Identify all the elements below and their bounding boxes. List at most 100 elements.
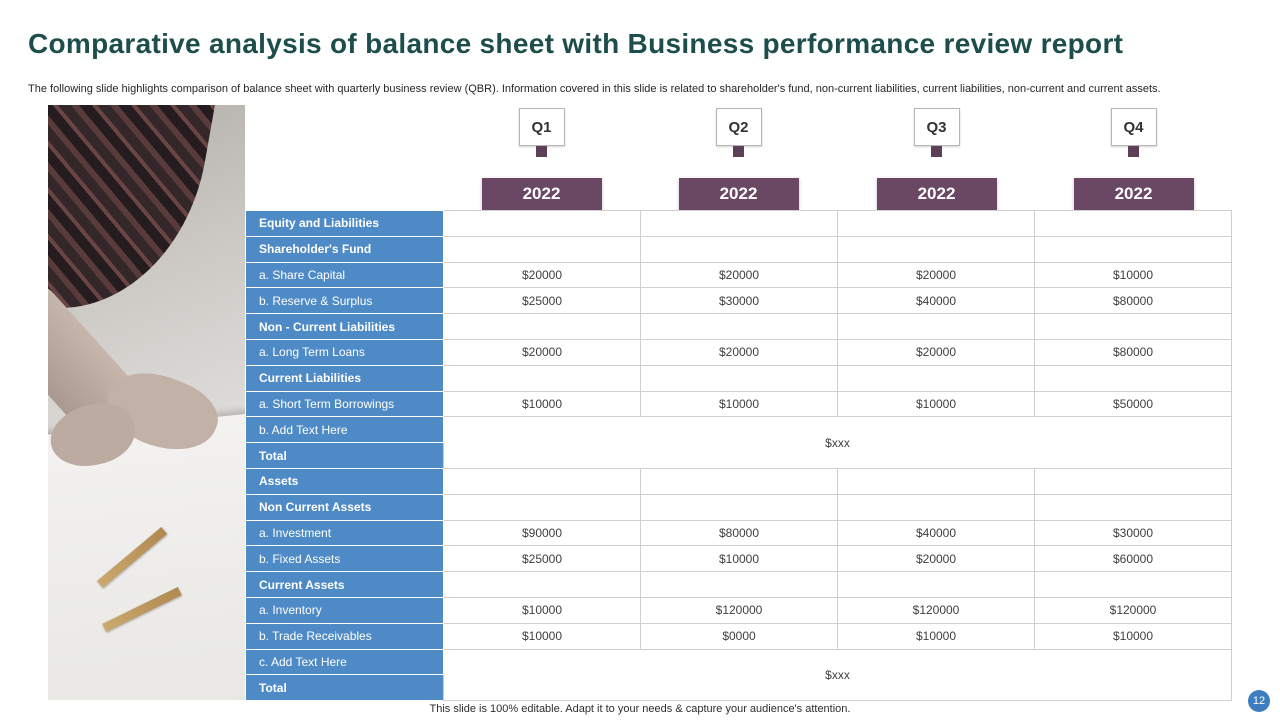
row-label: Equity and Liabilities <box>245 210 444 237</box>
quarter-label-q1: Q1 <box>518 108 565 146</box>
photo-shirt-shape <box>48 105 218 331</box>
value-cell <box>640 571 838 598</box>
page-title: Comparative analysis of balance sheet wi… <box>28 28 1124 59</box>
table-row: a. Short Term Borrowings $10000 $10000 $100… <box>245 390 1232 418</box>
year-banner-q1: 2022 <box>481 178 602 210</box>
value-cell: $10000 <box>1034 622 1232 650</box>
value-cell <box>837 467 1035 495</box>
value-cell: $120000 <box>1034 596 1232 624</box>
value-cell: $0000 <box>640 622 838 650</box>
slide-subtitle: The following slide highlights compariso… <box>28 83 1161 95</box>
value-cell <box>443 313 641 340</box>
connector-square-icon <box>733 146 744 157</box>
row-label: Assets <box>245 467 444 495</box>
quarter-label-q4: Q4 <box>1110 108 1157 146</box>
row-label: Shareholder's Fund <box>245 235 444 263</box>
value-cell: $50000 <box>1034 390 1232 418</box>
value-cell <box>640 313 838 340</box>
row-label: a. Short Term Borrowings <box>245 390 444 418</box>
quarter-label-q2: Q2 <box>715 108 762 146</box>
table-row: Current Liabilities <box>245 364 1232 392</box>
table-row: Total <box>245 442 1232 469</box>
page-number-badge: 12 <box>1248 690 1270 712</box>
value-cell <box>1034 364 1232 392</box>
merged-placeholder-cell: $xxx <box>443 416 1232 469</box>
value-cell: $40000 <box>837 519 1035 547</box>
value-cell: $60000 <box>1034 545 1232 573</box>
value-cell <box>640 467 838 495</box>
quarter-column-q4: Q4 2022 <box>1035 108 1232 210</box>
table-row: b. Fixed Assets $25000 $10000 $20000 $60000 <box>245 545 1232 573</box>
value-cell: $40000 <box>837 287 1035 315</box>
table-row: Non Current Assets <box>245 493 1232 521</box>
value-cell <box>837 364 1035 392</box>
row-label: b. Reserve & Surplus <box>245 287 444 315</box>
value-cell: $80000 <box>1034 338 1232 366</box>
quarter-column-q3: Q3 2022 <box>838 108 1035 210</box>
row-label: a. Share Capital <box>245 261 444 289</box>
merged-placeholder-cell: $xxx <box>443 648 1232 702</box>
table-row: b. Add Text Here $xxx <box>245 416 1232 469</box>
value-cell <box>1034 235 1232 263</box>
value-cell: $20000 <box>443 338 641 366</box>
value-cell: $20000 <box>443 261 641 289</box>
value-cell <box>640 210 838 237</box>
value-cell <box>640 364 838 392</box>
row-label: b. Add Text Here <box>245 416 444 444</box>
value-cell: $20000 <box>640 261 838 289</box>
value-cell: $25000 <box>443 545 641 573</box>
value-cell: $10000 <box>443 622 641 650</box>
value-cell: $20000 <box>837 545 1035 573</box>
value-cell: $10000 <box>837 622 1035 650</box>
table-row: Non - Current Liabilities <box>245 313 1232 340</box>
connector-square-icon <box>1128 146 1139 157</box>
row-label: Total <box>245 442 444 469</box>
balance-sheet-table: Equity and Liabilities Shareholder's Fund… <box>245 210 1232 702</box>
value-cell: $10000 <box>443 390 641 418</box>
year-banner-q3: 2022 <box>876 178 997 210</box>
value-cell: $120000 <box>837 596 1035 624</box>
year-banner-q4: 2022 <box>1073 178 1194 210</box>
value-cell <box>837 210 1035 237</box>
value-cell <box>443 210 641 237</box>
value-cell: $10000 <box>640 545 838 573</box>
row-label: Non Current Assets <box>245 493 444 521</box>
quarter-column-q1: Q1 2022 <box>443 108 640 210</box>
value-cell <box>443 364 641 392</box>
row-label: a. Investment <box>245 519 444 547</box>
row-label: Non - Current Liabilities <box>245 313 444 340</box>
value-cell <box>837 313 1035 340</box>
value-cell: $10000 <box>443 596 641 624</box>
row-label: a. Inventory <box>245 596 444 624</box>
balance-table-body: Equity and Liabilities Shareholder's Fund… <box>245 210 1232 702</box>
value-cell <box>640 235 838 263</box>
value-cell: $90000 <box>443 519 641 547</box>
row-label: Current Assets <box>245 571 444 598</box>
value-cell <box>837 235 1035 263</box>
row-label: b. Fixed Assets <box>245 545 444 573</box>
value-cell <box>443 467 641 495</box>
value-cell: $30000 <box>640 287 838 315</box>
table-row: Total <box>245 674 1232 702</box>
value-cell <box>837 493 1035 521</box>
value-cell <box>1034 313 1232 340</box>
value-cell <box>837 571 1035 598</box>
value-cell: $80000 <box>640 519 838 547</box>
value-cell <box>640 493 838 521</box>
value-cell: $120000 <box>640 596 838 624</box>
value-cell <box>1034 467 1232 495</box>
table-row: Current Assets <box>245 571 1232 598</box>
quarter-column-q2: Q2 2022 <box>640 108 837 210</box>
table-row: a. Investment $90000 $80000 $40000 $30000 <box>245 519 1232 547</box>
connector-square-icon <box>536 146 547 157</box>
value-cell <box>1034 493 1232 521</box>
table-row: Assets <box>245 467 1232 495</box>
value-cell: $10000 <box>1034 261 1232 289</box>
connector-square-icon <box>931 146 942 157</box>
table-row: a. Long Term Loans $20000 $20000 $20000 $800… <box>245 338 1232 366</box>
value-cell <box>1034 210 1232 237</box>
table-row: b. Trade Receivables $10000 $0000 $10000 $10… <box>245 622 1232 650</box>
row-label: Current Liabilities <box>245 364 444 392</box>
row-label: Total <box>245 674 444 702</box>
